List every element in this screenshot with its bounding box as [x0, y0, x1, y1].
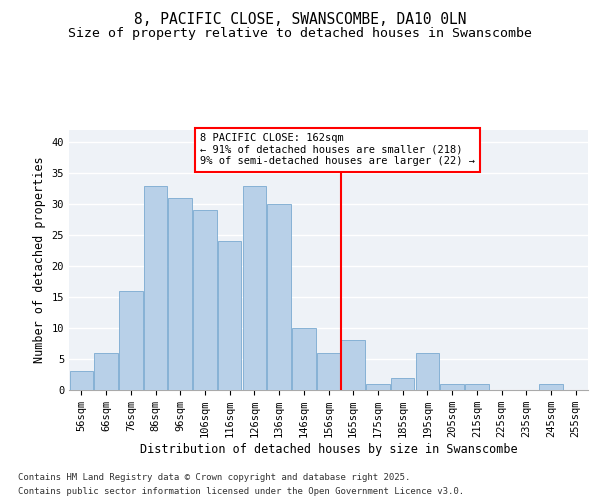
Text: 8, PACIFIC CLOSE, SWANSCOMBE, DA10 0LN: 8, PACIFIC CLOSE, SWANSCOMBE, DA10 0LN	[134, 12, 466, 28]
Bar	[539, 384, 563, 390]
Text: 8 PACIFIC CLOSE: 162sqm
← 91% of detached houses are smaller (218)
9% of semi-de: 8 PACIFIC CLOSE: 162sqm ← 91% of detache…	[200, 133, 475, 166]
Bar	[317, 353, 340, 390]
Bar	[391, 378, 415, 390]
Bar	[218, 242, 241, 390]
Bar	[94, 353, 118, 390]
Bar	[465, 384, 488, 390]
Bar	[144, 186, 167, 390]
Text: Contains HM Land Registry data © Crown copyright and database right 2025.: Contains HM Land Registry data © Crown c…	[18, 472, 410, 482]
Bar	[268, 204, 291, 390]
Bar	[169, 198, 192, 390]
Bar	[70, 372, 93, 390]
Bar	[119, 291, 143, 390]
Text: Size of property relative to detached houses in Swanscombe: Size of property relative to detached ho…	[68, 28, 532, 40]
Bar	[416, 353, 439, 390]
Bar	[193, 210, 217, 390]
Text: Contains public sector information licensed under the Open Government Licence v3: Contains public sector information licen…	[18, 488, 464, 496]
Bar	[242, 186, 266, 390]
Bar	[440, 384, 464, 390]
Bar	[292, 328, 316, 390]
Bar	[366, 384, 389, 390]
Y-axis label: Number of detached properties: Number of detached properties	[33, 156, 46, 364]
Bar	[341, 340, 365, 390]
X-axis label: Distribution of detached houses by size in Swanscombe: Distribution of detached houses by size …	[140, 443, 517, 456]
